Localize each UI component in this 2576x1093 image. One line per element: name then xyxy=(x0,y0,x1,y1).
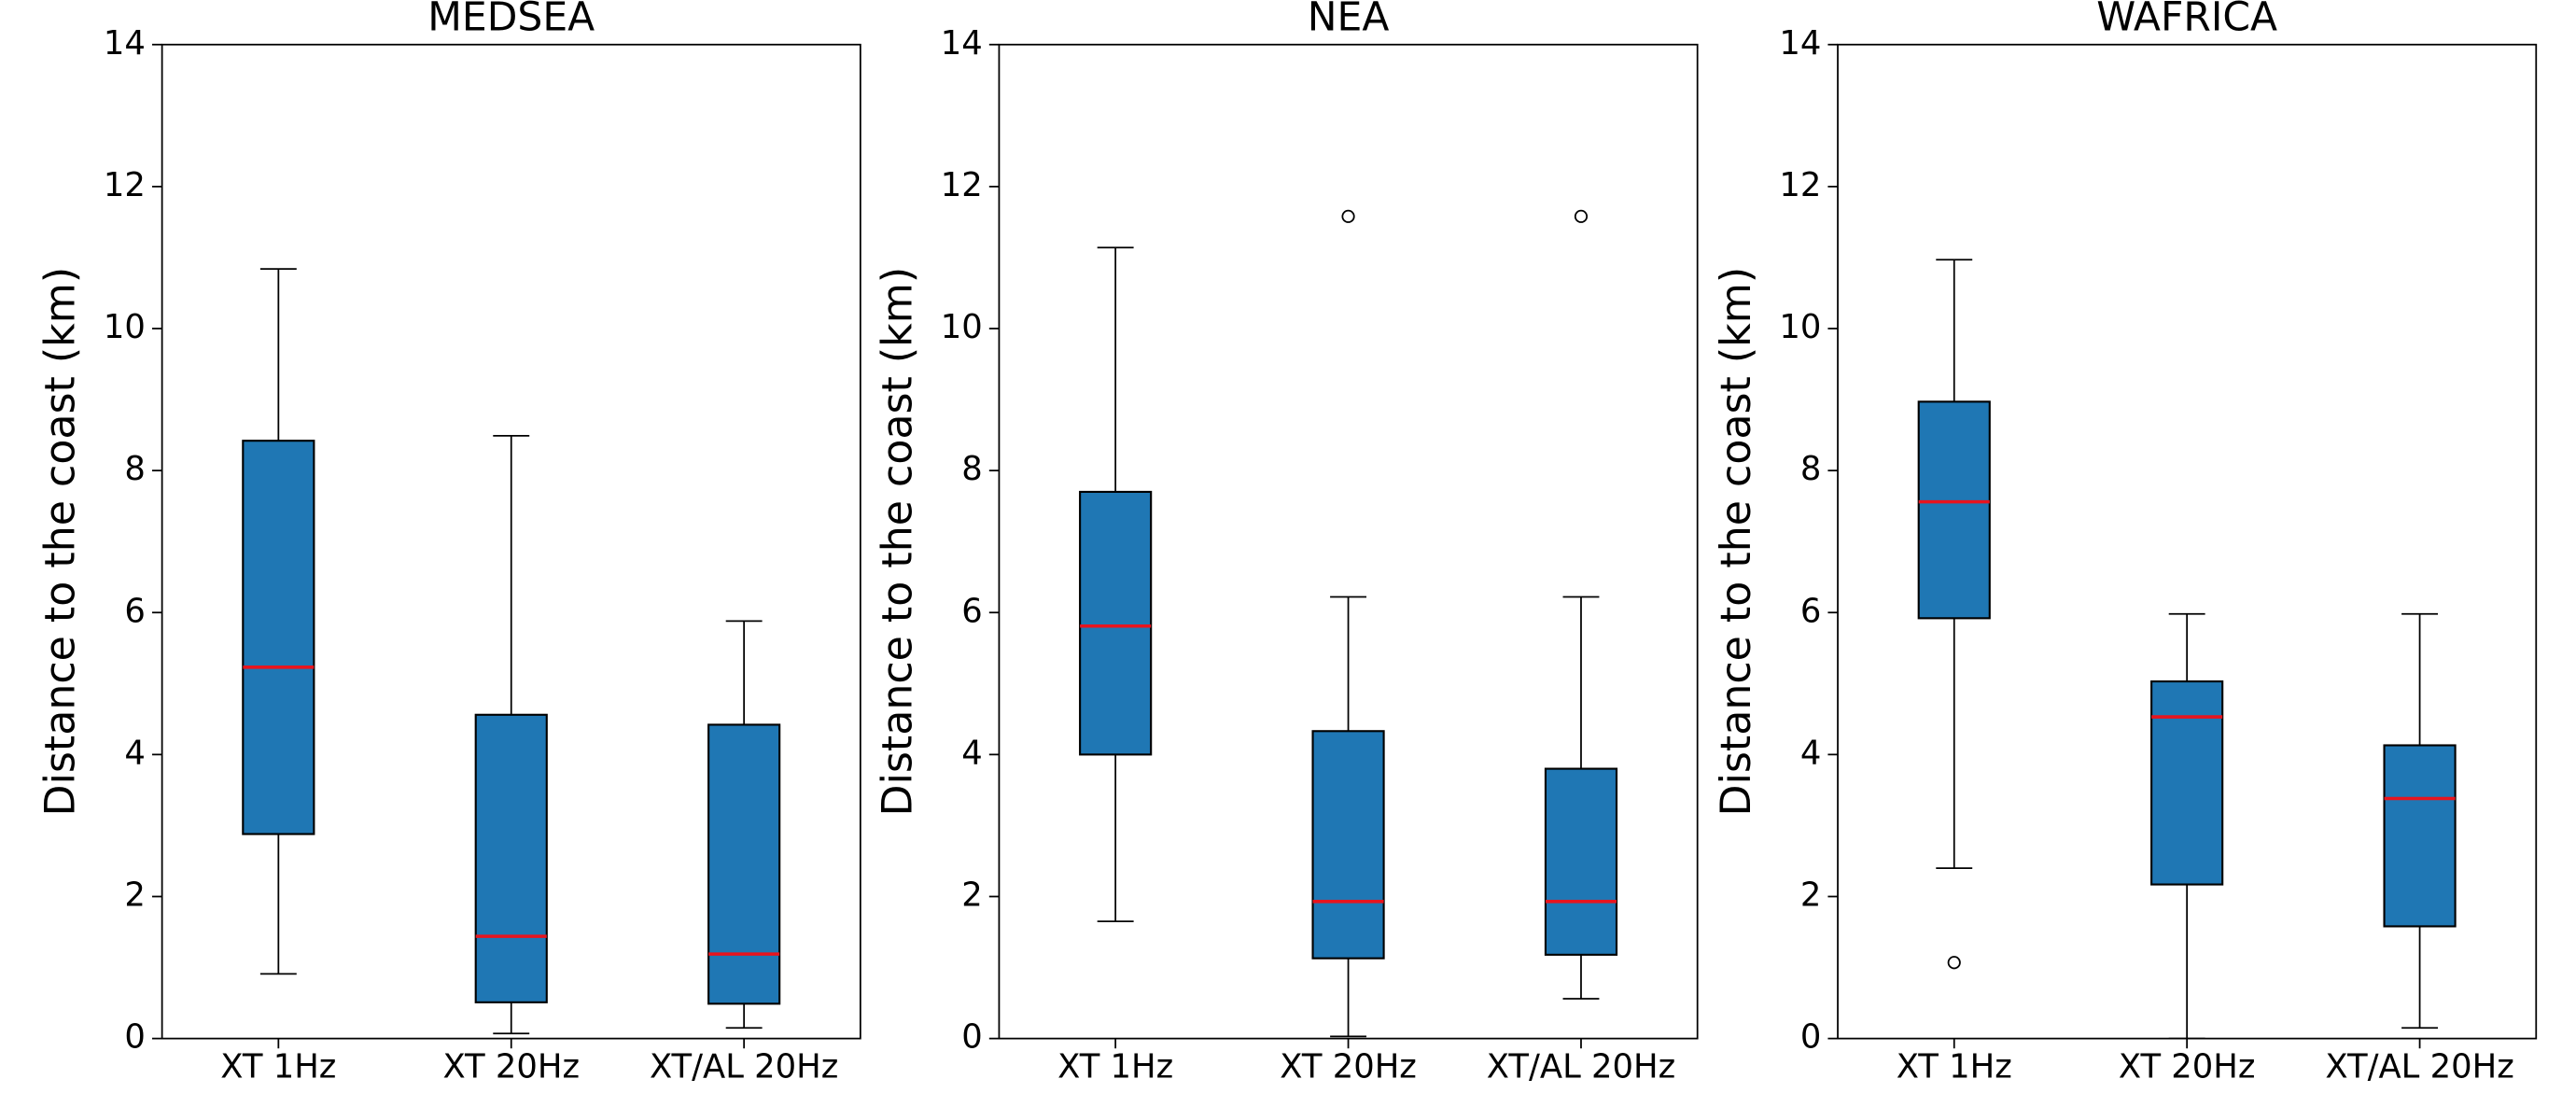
outlier xyxy=(1574,209,1589,223)
y-tick-label: 6 xyxy=(961,592,983,630)
x-tick-label: XT 20Hz xyxy=(442,1047,580,1086)
y-tick-label: 2 xyxy=(961,876,983,915)
box xyxy=(474,713,548,1003)
chart-title: NEA xyxy=(1308,0,1390,41)
y-tick-label: 8 xyxy=(1800,450,1822,488)
box xyxy=(707,723,781,1005)
y-tick-label: 12 xyxy=(104,166,146,204)
y-tick-label: 2 xyxy=(124,876,146,915)
y-tick-label: 2 xyxy=(1800,876,1822,915)
x-tick-label: XT 1Hz xyxy=(1897,1047,2012,1086)
x-tick-label: XT 20Hz xyxy=(2119,1047,2256,1086)
y-tick-label: 4 xyxy=(1800,734,1822,772)
y-tick-label: 12 xyxy=(941,166,983,204)
y-axis-label: Distance to the coast (km) xyxy=(874,267,921,817)
box xyxy=(1311,730,1385,960)
y-tick-label: 12 xyxy=(1779,166,1821,204)
x-tick-label: XT/AL 20Hz xyxy=(1487,1047,1675,1086)
y-tick-label: 10 xyxy=(1779,308,1821,346)
x-tick-label: XT/AL 20Hz xyxy=(2325,1047,2513,1086)
x-tick-label: XT 1Hz xyxy=(220,1047,336,1086)
y-tick-label: 0 xyxy=(124,1018,146,1057)
y-tick-label: 10 xyxy=(941,308,983,346)
box xyxy=(2383,744,2457,928)
y-tick-label: 0 xyxy=(961,1018,983,1057)
x-tick-label: XT 1Hz xyxy=(1057,1047,1173,1086)
box xyxy=(1079,490,1153,756)
y-tick-label: 14 xyxy=(104,24,146,63)
plot-frame xyxy=(161,43,861,1040)
x-tick-label: XT 20Hz xyxy=(1280,1047,1417,1086)
outlier xyxy=(1341,209,1355,223)
plot-frame xyxy=(998,43,1699,1040)
chart-title: WAFRICA xyxy=(2096,0,2277,41)
box xyxy=(242,440,315,835)
y-tick-label: 0 xyxy=(1800,1018,1822,1057)
y-tick-label: 14 xyxy=(1779,24,1821,63)
y-axis-label: Distance to the coast (km) xyxy=(1713,267,1760,817)
y-tick-label: 6 xyxy=(1800,592,1822,630)
box xyxy=(1544,767,1618,956)
y-axis-label: Distance to the coast (km) xyxy=(36,267,84,817)
x-tick-label: XT/AL 20Hz xyxy=(650,1047,838,1086)
y-tick-label: 8 xyxy=(124,450,146,488)
y-tick-label: 6 xyxy=(124,592,146,630)
y-tick-label: 14 xyxy=(941,24,983,63)
outlier xyxy=(1947,956,1961,970)
y-tick-label: 4 xyxy=(124,734,146,772)
y-tick-label: 4 xyxy=(961,734,983,772)
y-tick-label: 10 xyxy=(104,308,146,346)
box xyxy=(1917,400,1991,620)
chart-title: MEDSEA xyxy=(427,0,595,41)
y-tick-label: 8 xyxy=(961,450,983,488)
box xyxy=(2150,680,2224,886)
